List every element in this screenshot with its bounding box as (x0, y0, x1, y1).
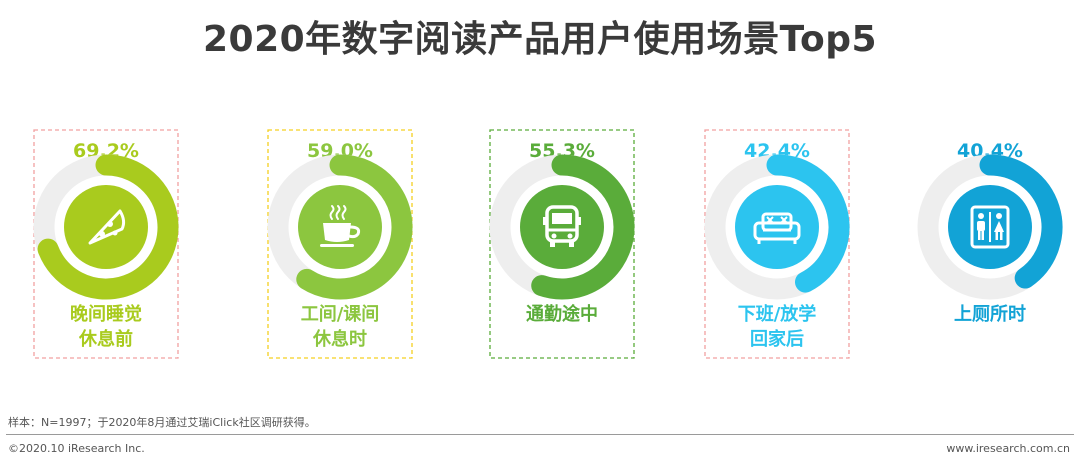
scenario-frame-after-school-work (704, 129, 850, 359)
bus-icon (543, 205, 581, 247)
donut-arc-evening-bedtime (37, 154, 179, 300)
copyright: ©2020.10 iResearch Inc. (8, 442, 145, 455)
icon-disc-commute (520, 185, 604, 269)
restroom-icon (970, 205, 1010, 249)
category-label-evening-bedtime: 晚间睡觉 (70, 303, 142, 325)
sample-note: 样本：N=1997；于2020年8月通过艾瑞iClick社区调研获得。 (8, 416, 316, 429)
footer-divider (6, 434, 1074, 435)
category-label-work-class-break: 休息时 (312, 328, 367, 350)
category-label-evening-bedtime: 休息前 (78, 328, 133, 350)
sofa-icon (753, 212, 801, 244)
chart-title: 2020年数字阅读产品用户使用场景Top5 (202, 19, 878, 60)
donut-arc-restroom (979, 154, 1063, 289)
category-label-commute: 通勤途中 (526, 303, 598, 325)
donut-arc-commute (531, 154, 635, 300)
scenario-frame-commute (489, 129, 635, 359)
website-link[interactable]: www.iresearch.com.cn (946, 442, 1070, 455)
pizza-icon (88, 209, 126, 245)
scenario-frame-work-class-break (267, 129, 413, 359)
donut-chart: 69.2%晚间睡觉休息前59.0%工间/课间休息时55.3%通勤途中42.4%下… (33, 129, 1063, 359)
category-label-after-school-work: 回家后 (750, 328, 804, 350)
donut-arc-after-school-work (766, 154, 850, 293)
category-label-restroom: 上厕所时 (954, 304, 1026, 325)
category-label-after-school-work: 下班/放学 (738, 303, 817, 325)
donut-arc-work-class-break (296, 154, 413, 300)
coffee-cup-icon (320, 205, 361, 247)
icon-disc-after-school-work (735, 185, 819, 269)
scenario-frame-evening-bedtime (33, 129, 179, 359)
category-label-work-class-break: 工间/课间 (301, 304, 380, 325)
